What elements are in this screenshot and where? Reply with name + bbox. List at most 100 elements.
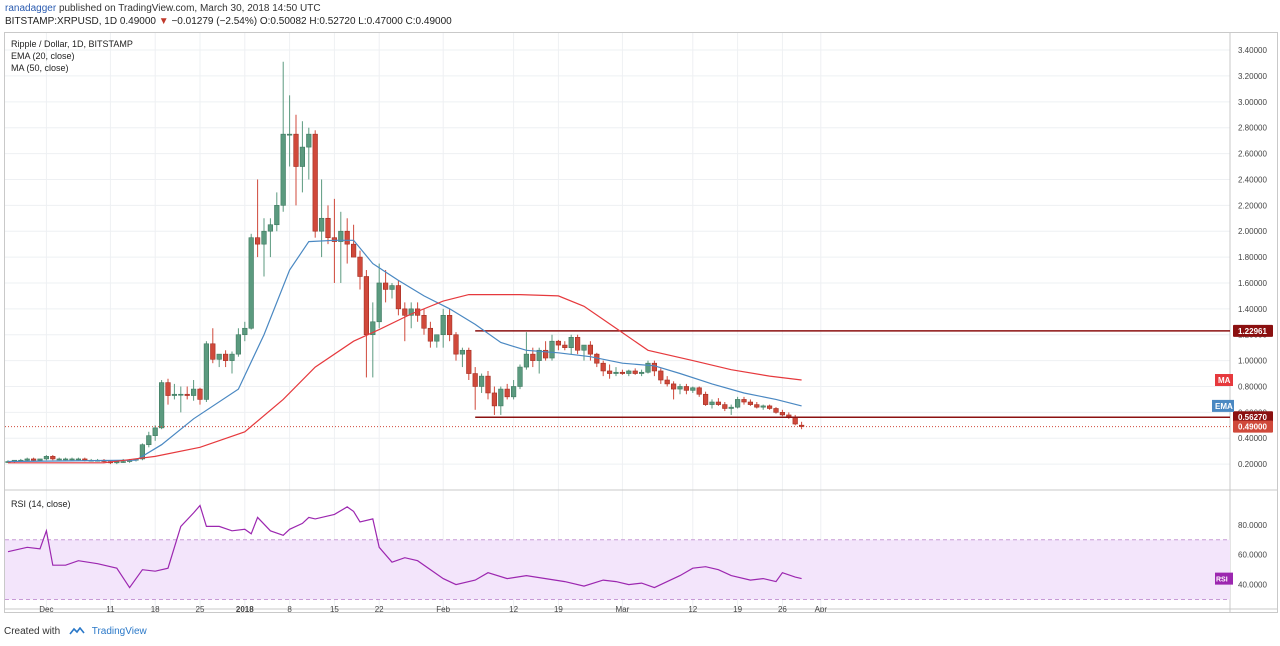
candle <box>427 321 434 348</box>
candle <box>210 328 216 364</box>
candle <box>267 218 274 258</box>
price-axis-label: 1.80000 <box>1238 253 1267 262</box>
candle-body <box>24 458 30 461</box>
candle-body <box>421 315 427 329</box>
candle-body <box>402 308 408 316</box>
candle <box>203 341 210 403</box>
ma-legend: MA (50, close) <box>11 63 69 73</box>
last-price-label: 0.49000 <box>1238 423 1267 432</box>
candle <box>747 399 753 406</box>
author-link[interactable]: ranadagger <box>5 3 57 14</box>
ma-tag-label: MA <box>1218 376 1231 385</box>
candle-body <box>728 406 734 409</box>
candle <box>171 383 178 400</box>
candle <box>715 398 721 406</box>
candle <box>504 383 510 400</box>
candle-body <box>581 344 587 351</box>
candle-body <box>261 230 267 245</box>
price-axis-label: 0.40000 <box>1238 434 1267 443</box>
candle <box>223 350 229 368</box>
candle <box>216 353 222 368</box>
candle <box>318 179 325 258</box>
candle-body <box>382 282 389 290</box>
candle-body <box>504 388 510 398</box>
candle-body <box>376 282 382 323</box>
candle-body <box>293 133 299 167</box>
footer: Created with TradingView <box>4 626 147 637</box>
candle <box>696 386 702 397</box>
candle <box>261 218 267 277</box>
candle <box>555 339 561 351</box>
price-axis-label: 3.00000 <box>1238 98 1267 107</box>
last-price: 0.49000 <box>119 16 156 27</box>
candle-body <box>165 382 171 396</box>
chart-svg[interactable]: 3.40000 3.20000 3.00000 2.80000 2.60000 2.400… <box>5 33 1277 612</box>
candle-body <box>242 327 248 336</box>
candle-body <box>530 353 536 361</box>
candle <box>491 386 498 415</box>
candle <box>382 270 389 303</box>
candle-body <box>709 401 715 405</box>
candle-body <box>792 417 798 425</box>
candle <box>459 347 466 368</box>
candle-body <box>255 237 261 245</box>
candle-body <box>248 237 254 329</box>
chart-frame: 3.40000 3.20000 3.00000 2.80000 2.60000 2.400… <box>4 32 1278 613</box>
candle-body <box>408 308 414 316</box>
candle-body <box>434 334 440 342</box>
candle <box>152 425 158 441</box>
candle <box>754 402 760 409</box>
level-price-label: 1.22961 <box>1238 327 1267 336</box>
candle <box>453 332 459 361</box>
tradingview-link[interactable]: TradingView <box>91 626 147 637</box>
rsi-legend: RSI (14, close) <box>11 499 71 509</box>
candle <box>728 404 734 415</box>
candle <box>773 407 779 414</box>
rsi-axis-label: 40.0000 <box>1238 581 1267 590</box>
candle-body <box>440 315 446 336</box>
price-axis-label: 0.80000 <box>1238 382 1267 391</box>
candle-body <box>702 393 709 405</box>
candle <box>485 370 491 400</box>
header-bar: ranadagger published on TradingView.com,… <box>0 0 1280 30</box>
candle <box>472 367 478 410</box>
candle <box>709 399 715 409</box>
candle-body <box>274 205 280 226</box>
candle <box>255 179 261 258</box>
candle <box>632 368 638 375</box>
time-axis-label: 22 <box>375 605 384 612</box>
candle <box>446 308 453 342</box>
candle-body <box>638 371 645 374</box>
candle-body <box>498 388 504 407</box>
candle <box>286 95 293 167</box>
candle <box>242 321 248 342</box>
candle-body <box>338 230 344 242</box>
candle-body <box>690 387 696 391</box>
candle <box>274 192 280 232</box>
candle-body <box>466 349 472 374</box>
candle <box>159 380 165 430</box>
candle-body <box>267 224 274 232</box>
candle <box>229 351 235 374</box>
candle <box>741 396 747 405</box>
candle-body <box>549 340 555 359</box>
candles <box>5 61 805 465</box>
candle-body <box>485 375 491 394</box>
candle <box>56 457 62 461</box>
candle <box>69 457 75 461</box>
candle <box>613 367 619 377</box>
ma-tag <box>1215 374 1233 387</box>
candle-body <box>395 285 402 310</box>
candle-body <box>664 379 670 385</box>
candle-body <box>306 133 312 148</box>
candle-body <box>606 370 613 374</box>
candle-body <box>574 337 581 351</box>
candle-body <box>562 344 568 348</box>
candle <box>389 282 395 299</box>
candle <box>574 334 581 355</box>
candle-body <box>75 458 81 461</box>
candle <box>146 431 152 448</box>
candle <box>562 341 568 351</box>
candle <box>344 218 350 264</box>
candle-body <box>683 386 689 391</box>
